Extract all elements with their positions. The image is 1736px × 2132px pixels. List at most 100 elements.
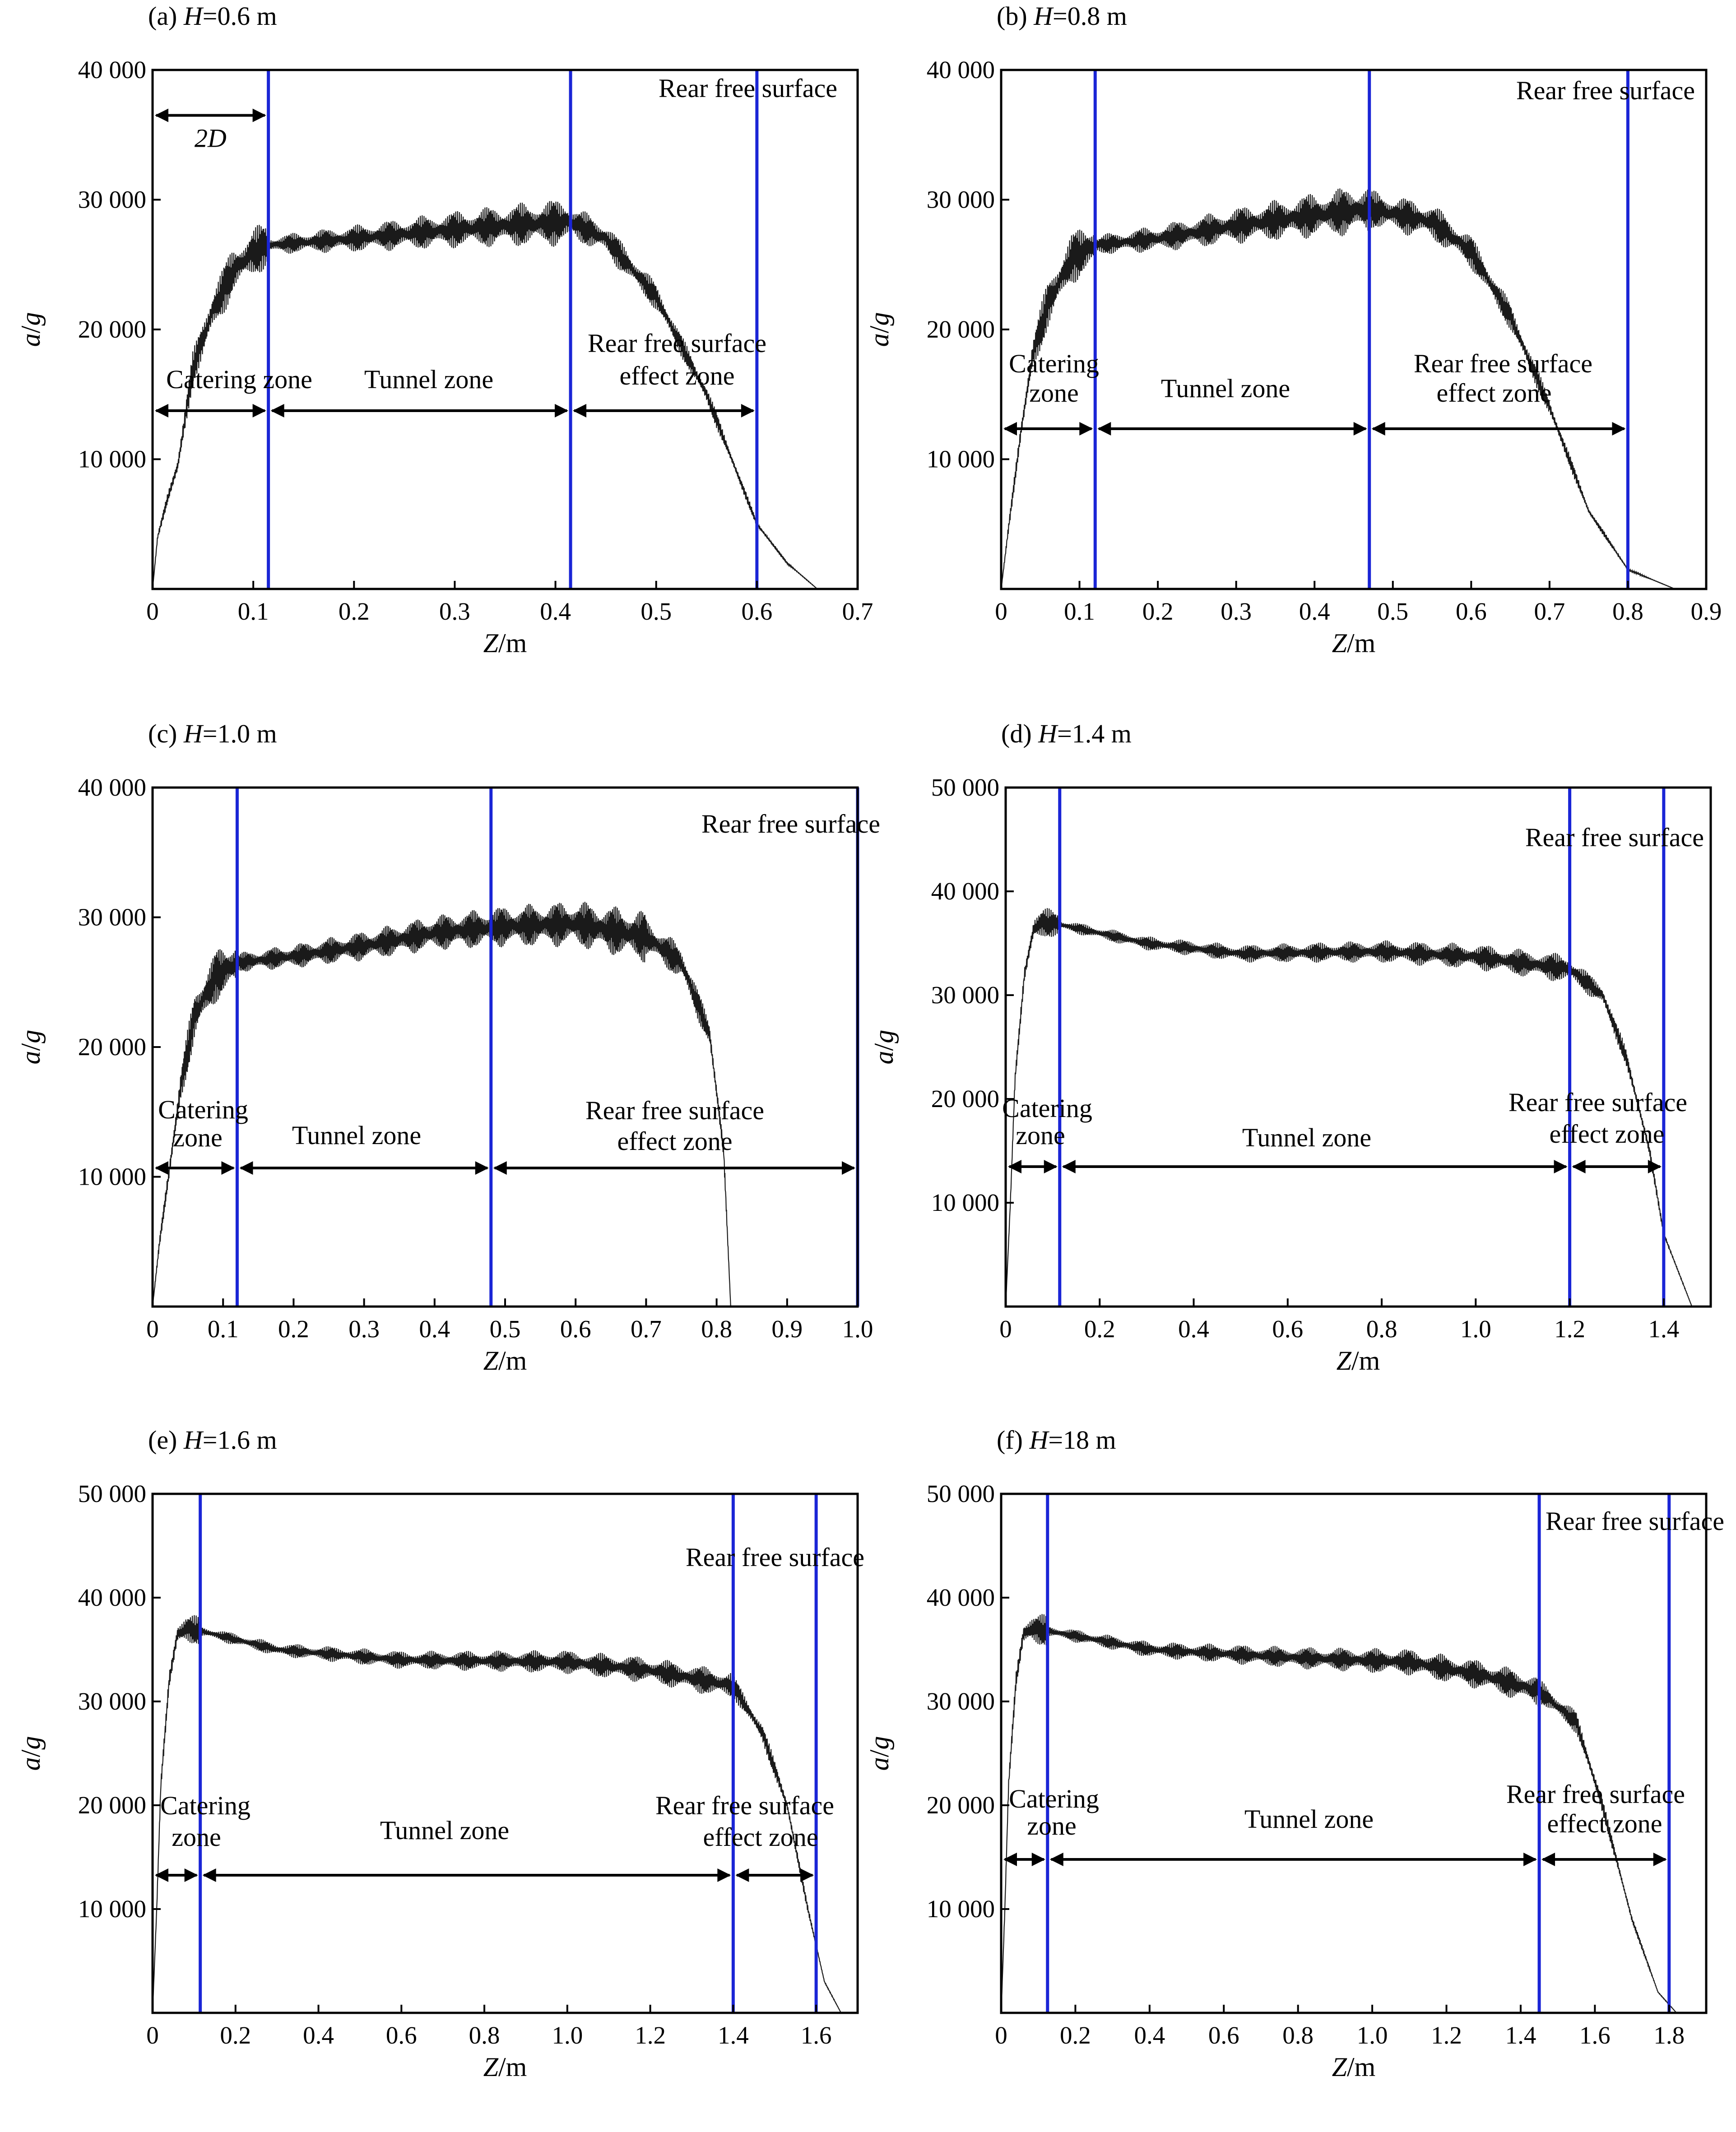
y-tick-label: 50 000 [927,1480,995,1507]
plot-frame [1000,69,1708,590]
x-tick-label: 0.2 [1084,1315,1115,1343]
x-tick-label: 0.9 [1691,598,1722,625]
x-axis-label: Z/m [483,1346,527,1376]
y-tick-label: 10 000 [931,1189,999,1216]
panel-title: (c) H=1.0 m [148,719,277,748]
catering-zone-label: Catering [160,1791,251,1820]
y-tick-label: 30 000 [78,904,146,931]
panel-title: (e) H=1.6 m [148,1425,277,1455]
catering-zone-label: Catering zone [166,365,312,394]
y-tick-label: 40 000 [931,877,999,905]
rear-effect-zone-label: Rear free surface [588,329,766,358]
x-tick-label: 0.8 [1612,598,1643,625]
x-tick-label: 0.4 [1134,2021,1165,2049]
x-tick-label: 0.8 [1282,2021,1314,2049]
x-tick-label: 1.0 [842,1315,873,1343]
y-tick-label: 10 000 [78,1163,146,1191]
x-tick-label: 1.0 [1460,1315,1491,1343]
chart-panel-b: (b) H=0.8 m 0 0.1 0.2 0.3 0.4 0.5 0.6 0.7 0.8 0.9 1… [864,1,1722,658]
y-tick-label: 30 000 [927,186,995,213]
rear-effect-zone-label-line2: effect zone [620,361,735,390]
rear-free-surface-label: Rear free surface [701,809,880,839]
y-axis-label: a/g [864,312,894,347]
rear-effect-zone-label: Rear free surface [1506,1780,1685,1809]
rear-effect-zone-label-line2: effect zone [617,1126,733,1156]
tunnel-zone-label: Tunnel zone [380,1816,509,1845]
y-axis-label: a/g [869,1030,899,1065]
y-tick-label: 20 000 [78,1033,146,1061]
y-tick-label: 40 000 [78,1584,146,1611]
x-tick-label: 1.8 [1653,2021,1685,2049]
panel-title: (d) H=1.4 m [1001,719,1132,748]
chart-panel-e: (e) H=1.6 m 0 0.2 0.4 0.6 0.8 1.0 1.2 1.4 1.6 10 0… [16,1425,864,2082]
catering-zone-label: Catering [1002,1094,1092,1123]
y-tick-label: 20 000 [927,1791,995,1819]
y-tick-label: 50 000 [931,774,999,801]
x-tick-label: 0.8 [1366,1315,1397,1343]
x-tick-label: 0 [999,1315,1012,1343]
rear-effect-zone-label-line2: effect zone [1547,1809,1662,1838]
x-tick-label: 0 [995,2021,1007,2049]
y-tick-label: 20 000 [78,315,146,343]
x-tick-label: 0.8 [701,1315,732,1343]
x-tick-label: 0.6 [1208,2021,1239,2049]
y-tick-label: 40 000 [78,774,146,801]
rear-effect-zone-label-line2: effect zone [703,1822,818,1852]
x-tick-label: 0.8 [469,2021,500,2049]
y-tick-label: 40 000 [927,1584,995,1611]
rear-free-surface-label: Rear free surface [686,1543,864,1572]
catering-zone-label-line2: zone [1016,1121,1065,1150]
y-axis-label: a/g [864,1736,894,1771]
x-tick-label: 1.2 [635,2021,666,2049]
y-tick-label: 10 000 [927,1895,995,1923]
tunnel-zone-label: Tunnel zone [1244,1804,1374,1834]
catering-zone-label-line2: zone [172,1822,221,1852]
x-tick-label: 1.4 [718,2021,749,2049]
plot-frame [1000,1492,1708,2014]
acceleration-curve [152,1615,842,2013]
x-tick-label: 0.1 [208,1315,239,1343]
y-axis-label: a/g [16,1030,46,1065]
x-axis-label: Z/m [1332,628,1376,658]
y-tick-label: 10 000 [927,445,995,473]
y-tick-label: 40 000 [927,56,995,83]
acceleration-curve [152,201,818,589]
x-tick-label: 0 [146,598,159,625]
y-tick-label: 20 000 [78,1791,146,1819]
x-tick-label: 0.7 [1534,598,1565,625]
catering-zone-label-line2: zone [1029,378,1079,408]
rear-effect-zone-label: Rear free surface [1509,1088,1687,1117]
tunnel-zone-label: Tunnel zone [364,365,493,394]
x-tick-label: 0.6 [386,2021,417,2049]
panel-title: (b) H=0.8 m [997,1,1127,31]
x-tick-label: 0.6 [1456,598,1487,625]
x-tick-label: 0.2 [220,2021,251,2049]
y-tick-label: 10 000 [78,445,146,473]
x-tick-label: 0.5 [490,1315,521,1343]
acceleration-curve [152,902,731,1307]
x-tick-label: 0.4 [419,1315,450,1343]
x-tick-label: 0.3 [348,1315,380,1343]
x-tick-label: 0.2 [1142,598,1174,625]
x-tick-label: 0.5 [641,598,672,625]
rear-effect-zone-label: Rear free surface [585,1096,764,1125]
x-tick-label: 1.2 [1554,1315,1585,1343]
x-tick-label: 0.2 [339,598,370,625]
x-tick-label: 0 [146,1315,159,1343]
panel-title: (a) H=0.6 m [148,1,277,31]
x-tick-label: 0 [995,598,1007,625]
x-tick-label: 1.6 [1579,2021,1611,2049]
x-axis-label: Z/m [1337,1346,1380,1376]
x-tick-label: 0.6 [560,1315,591,1343]
tunnel-zone-label: Tunnel zone [292,1121,421,1150]
y-tick-label: 50 000 [78,1480,146,1507]
panel-title: (f) H=18 m [997,1425,1116,1455]
x-tick-label: 1.4 [1648,1315,1679,1343]
rear-free-surface-label: Rear free surface [1516,76,1695,105]
x-tick-label: 0.5 [1377,598,1408,625]
plot-frame [151,1492,859,2014]
rear-effect-zone-label-line2: effect zone [1550,1119,1665,1149]
plot-frame [151,786,859,1308]
chart-panel-f: (f) H=18 m 0 0.2 0.4 0.6 0.8 1.0 1.2 1.4 1.6 1.8 10… [864,1425,1724,2082]
